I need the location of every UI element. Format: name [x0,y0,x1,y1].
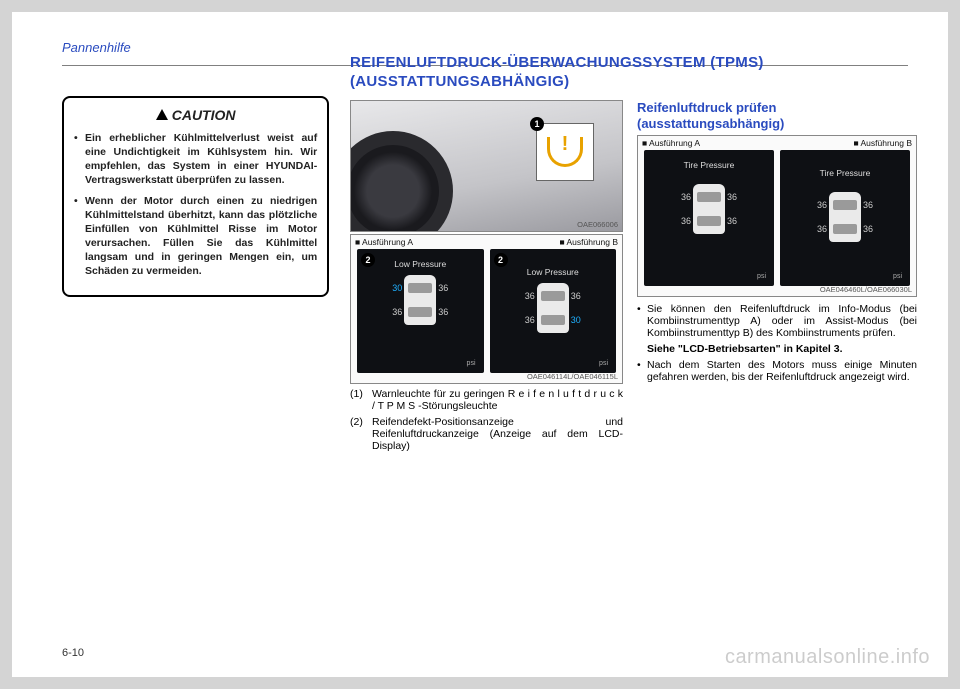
tire-value: 30 [392,283,402,293]
numbered-list: (1) Warnleuchte für zu geringen R e i f … [350,388,623,452]
section-title-block: REIFENLUFTDRUCK-ÜBERWACHUNGSSYSTEM (TPMS… [350,54,908,98]
item-text: Reifendefekt-Positionsanzeige und Reifen… [372,416,623,452]
lcd-grid: 36 36 36 36 [650,184,768,234]
lcd-row: Tire Pressure 36 36 36 36 psi [638,136,916,296]
tire-value: 36 [681,192,691,202]
lcd-title: Tire Pressure [786,168,904,178]
right-bullets: Sie können den Reifenluftdruck im Info-M… [637,303,917,383]
watermark: carmanualsonline.info [725,646,930,669]
caution-label: CAUTION [172,107,236,123]
tire-value: 36 [392,307,402,317]
caution-item: Ein erheblicher Kühlmittelverlust weist … [74,131,317,188]
tire-value: 36 [438,307,448,317]
lcd-left-vals: 36 36 [525,291,535,325]
list-item: (2) Reifendefekt-Positionsanzeige und Re… [350,416,623,452]
unit-label: psi [599,360,608,367]
middle-content: 1 OAE066006 ■ Ausführung A ■ Ausführung … [350,100,623,456]
unit-label: psi [757,273,766,280]
tire-value: 36 [817,224,827,234]
tire-value: 36 [525,291,535,301]
list-item: Sie können den Reifenluftdruck im Info-M… [637,303,917,339]
tire-value: 36 [681,216,691,226]
unit-label: psi [467,360,476,367]
list-item-emphasis: Siehe "LCD-Betriebsarten" in Kapitel 3. [637,343,917,355]
car-top-icon [693,184,725,234]
dashboard-illustration: 1 [351,101,622,231]
lcd-right-vals: 36 36 [438,283,448,317]
callout-bubble-2: 2 [361,253,375,267]
right-subtitle: Reifenluftdruck prüfen (ausstattungsabhä… [637,100,917,131]
item-text: Warnleuchte für zu geringen R e i f e n … [372,388,623,412]
figure-dashboard: 1 OAE066006 [350,100,623,232]
figure-low-pressure: ■ Ausführung A ■ Ausführung B 2 Low Pres… [350,234,623,384]
lcd-left-vals: 36 36 [681,192,691,226]
lcd-right-vals: 36 36 [727,192,737,226]
caution-item: Wenn der Motor durch einen zu niedrigen … [74,194,317,279]
tpms-warning-icon [547,137,583,167]
tire-value: 36 [863,224,873,234]
lcd-screen-b: Tire Pressure 36 36 36 36 psi [780,150,910,286]
lcd-grid: 30 36 36 36 [363,275,478,325]
tire-value: 36 [438,283,448,293]
steering-wheel-icon [351,131,453,231]
tire-value: 36 [727,216,737,226]
manual-page: Pannenhilfe CAUTION Ein erheblicher Kühl… [12,12,948,677]
caution-heading: CAUTION [74,106,317,125]
callout-bubble-2: 2 [494,253,508,267]
breadcrumb: Pannenhilfe [62,40,908,55]
tire-value: 36 [727,192,737,202]
warning-triangle-icon [156,109,168,120]
item-number: (1) [350,388,372,412]
car-top-icon [404,275,436,325]
right-content: Reifenluftdruck prüfen (ausstattungsabhä… [637,100,917,387]
lcd-screen-a: 2 Low Pressure 30 36 36 36 psi [357,249,484,373]
lcd-grid: 36 36 36 30 [496,283,611,333]
lcd-screen-a: Tire Pressure 36 36 36 36 psi [644,150,774,286]
tire-value: 36 [817,200,827,210]
item-number: (2) [350,416,372,452]
variant-label-a: ■ Ausführung A [355,237,413,247]
list-item: (1) Warnleuchte für zu geringen R e i f … [350,388,623,412]
lcd-row: 2 Low Pressure 30 36 36 36 psi [351,235,622,383]
lcd-title: Low Pressure [363,259,478,269]
section-title: REIFENLUFTDRUCK-ÜBERWACHUNGSSYSTEM (TPMS… [350,54,908,92]
lcd-title: Low Pressure [496,267,611,277]
figure-code: OAE066006 [577,220,618,229]
tire-value: 36 [525,315,535,325]
tire-value: 36 [863,200,873,210]
callout-bubble-1: 1 [530,117,544,131]
lcd-left-vals: 30 36 [392,283,402,317]
lcd-right-vals: 36 30 [571,291,581,325]
page-number: 6-10 [62,647,84,659]
figure-tire-pressure: ■ Ausführung A ■ Ausführung B Tire Press… [637,135,917,297]
car-top-icon [537,283,569,333]
car-top-icon [829,192,861,242]
column-left: CAUTION Ein erheblicher Kühlmittelverlus… [62,76,329,297]
tire-value: 30 [571,315,581,325]
lcd-title: Tire Pressure [650,160,768,170]
caution-list: Ein erheblicher Kühlmittelverlust weist … [74,131,317,279]
figure-code: OAE046460L/OAE066030L [820,285,912,294]
caution-box: CAUTION Ein erheblicher Kühlmittelverlus… [62,96,329,297]
lcd-grid: 36 36 36 36 [786,192,904,242]
lcd-right-vals: 36 36 [863,200,873,234]
figure-code: OAE046114L/OAE046115L [527,372,618,381]
tire-value: 36 [571,291,581,301]
lcd-left-vals: 36 36 [817,200,827,234]
variant-label-b: ■ Ausführung B [559,237,618,247]
list-item: Nach dem Starten des Motors muss einige … [637,359,917,383]
tpms-callout: 1 [536,123,594,181]
variant-label-b: ■ Ausführung B [853,138,912,148]
variant-label-a: ■ Ausführung A [642,138,700,148]
unit-label: psi [893,273,902,280]
lcd-screen-b: 2 Low Pressure 36 36 36 30 psi [490,249,617,373]
